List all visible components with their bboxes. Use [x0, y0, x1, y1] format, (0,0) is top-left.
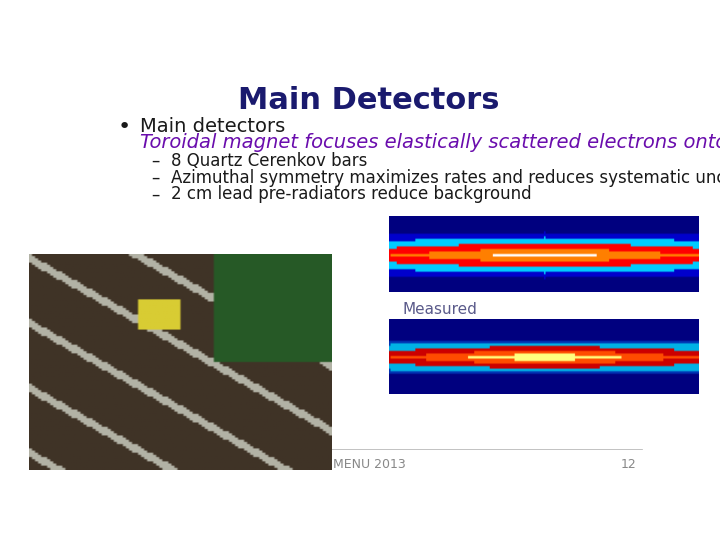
Text: Main Detectors: Main Detectors	[238, 85, 500, 114]
Text: Simulation of scattering rate MD face: Simulation of scattering rate MD face	[402, 217, 689, 232]
Text: Azimuthal symmetry maximizes rates and reduces systematic uncertainties: Azimuthal symmetry maximizes rates and r…	[171, 168, 720, 187]
Text: •: •	[118, 117, 131, 137]
Text: 2 cm lead pre-radiators reduce background: 2 cm lead pre-radiators reduce backgroun…	[171, 185, 531, 204]
Text: 10/1/2013: 10/1/2013	[101, 458, 165, 471]
Text: MENU 2013: MENU 2013	[333, 458, 405, 471]
Text: Toroidal magnet focuses elastically scattered electrons onto each bar: Toroidal magnet focuses elastically scat…	[140, 133, 720, 152]
Text: 12: 12	[621, 458, 637, 471]
Text: –: –	[151, 185, 160, 204]
Text: in situ: in situ	[252, 431, 306, 447]
Text: –: –	[151, 152, 160, 170]
Text: 8 Quartz Cerenkov bars: 8 Quartz Cerenkov bars	[171, 152, 367, 170]
Text: Main detectors: Main detectors	[140, 117, 285, 136]
Text: Close up of one detector: Close up of one detector	[121, 431, 336, 447]
Text: –: –	[151, 168, 160, 187]
Text: Measured: Measured	[402, 302, 477, 317]
